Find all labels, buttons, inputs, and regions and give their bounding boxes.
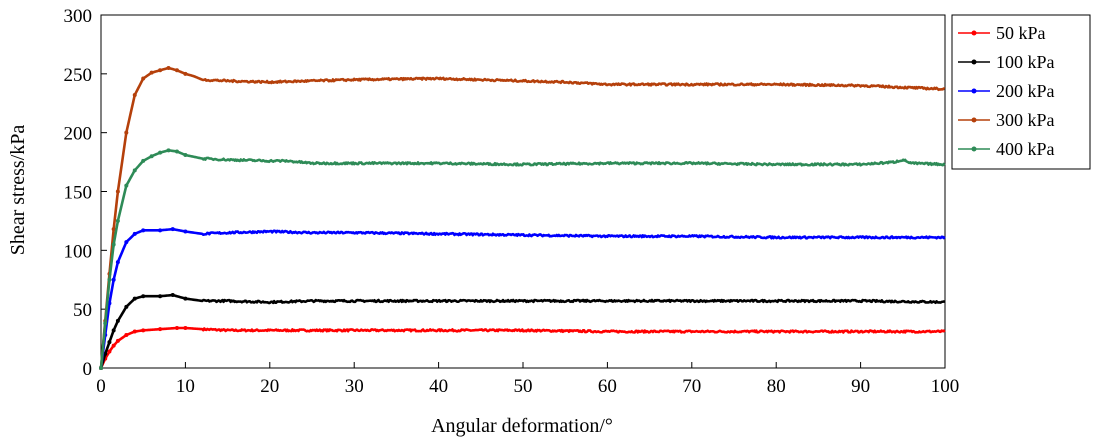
data-point [132, 329, 137, 334]
data-point [174, 68, 179, 73]
series-300-kpa [99, 65, 946, 370]
data-point [183, 325, 188, 330]
x-tick-label: 0 [96, 376, 106, 397]
series-line [99, 149, 946, 369]
legend-swatch-marker [971, 30, 977, 36]
data-point [166, 148, 171, 153]
data-point [115, 260, 120, 265]
y-tick-label: 100 [64, 241, 93, 262]
series-400-kpa [99, 148, 946, 370]
x-tick-label: 90 [851, 376, 870, 397]
data-point [183, 229, 188, 234]
data-point [183, 296, 188, 301]
x-axis-title: Angular deformation/° [431, 415, 613, 437]
data-point [107, 277, 112, 282]
legend-label: 100 kPa [996, 52, 1055, 72]
y-tick-label: 250 [64, 65, 93, 86]
plot-frame [100, 14, 946, 369]
data-point [115, 218, 120, 223]
y-tick-label: 50 [73, 300, 92, 321]
data-point [111, 227, 116, 232]
data-point [183, 71, 188, 76]
legend-swatch-marker [971, 117, 977, 123]
data-point [124, 304, 129, 309]
series-line [99, 293, 945, 369]
legend-swatch-marker [971, 146, 977, 152]
x-tick-label: 30 [345, 376, 364, 397]
x-tick-label: 70 [682, 376, 701, 397]
data-point [141, 76, 146, 81]
data-point [124, 183, 129, 188]
legend-label: 300 kPa [996, 110, 1055, 130]
data-point [158, 228, 163, 233]
y-tick-label: 200 [64, 124, 93, 145]
data-point [115, 338, 120, 343]
data-point [111, 328, 116, 333]
series-line [99, 227, 946, 369]
x-tick-label: 50 [514, 376, 533, 397]
x-tick-label: 100 [931, 376, 960, 397]
data-point [132, 296, 137, 301]
x-tick-label: 80 [767, 376, 786, 397]
legend-label: 50 kPa [996, 23, 1046, 43]
data-point [158, 150, 163, 155]
y-tick-label: 0 [83, 359, 93, 380]
series-100-kpa [99, 293, 945, 370]
data-point [132, 168, 137, 173]
data-point [158, 327, 163, 332]
y-tick-label: 300 [64, 6, 93, 27]
legend-label: 400 kPa [996, 139, 1055, 159]
data-point [141, 294, 146, 299]
series-200-kpa [99, 227, 946, 370]
data-point [183, 153, 188, 158]
data-point [124, 333, 129, 338]
legend-swatch-marker [971, 88, 977, 94]
data-point [107, 349, 112, 354]
legend: 50 kPa 100 kPa 200 kPa 300 kPa 400 kPa [951, 14, 1091, 170]
x-tick-label: 40 [429, 376, 448, 397]
data-point [124, 240, 129, 245]
data-point [174, 149, 179, 154]
data-point [124, 130, 129, 135]
series-line [99, 326, 946, 369]
data-point [170, 227, 175, 232]
series-line [99, 66, 946, 369]
data-point [149, 70, 154, 75]
data-point [166, 65, 171, 70]
data-point [158, 294, 163, 299]
data-point [141, 158, 146, 163]
data-point [111, 343, 116, 348]
x-tick-label: 20 [260, 376, 279, 397]
data-point [132, 93, 137, 98]
data-point [103, 321, 108, 326]
data-point [158, 68, 163, 73]
data-point [141, 328, 146, 333]
data-point [115, 318, 120, 323]
data-point [99, 366, 103, 370]
axis-ticks: 0 10 20 30 40 50 60 70 80 90 100 0 50 100 150 200 250 300 [64, 6, 960, 397]
y-axis-title: Shear stress/kPa [7, 125, 29, 256]
data-point [111, 277, 116, 282]
data-point [170, 293, 175, 298]
data-point [149, 154, 154, 159]
data-point [111, 242, 116, 247]
legend-swatch-marker [971, 59, 977, 65]
legend-label: 200 kPa [996, 81, 1055, 101]
data-point [141, 228, 146, 233]
y-tick-label: 150 [64, 183, 93, 204]
data-point [107, 340, 112, 345]
data-point [174, 325, 179, 330]
x-tick-label: 60 [598, 376, 617, 397]
series-layer [99, 65, 946, 370]
data-point [115, 189, 120, 194]
x-tick-label: 10 [176, 376, 195, 397]
data-point [132, 231, 137, 236]
